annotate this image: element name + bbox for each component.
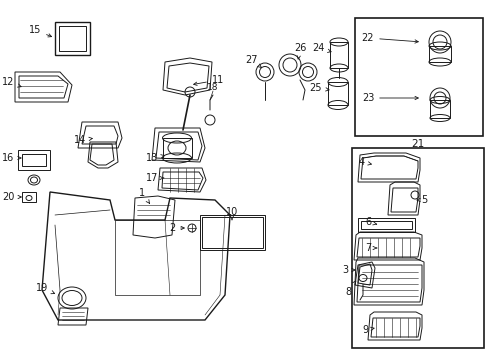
Text: 21: 21 [410,139,424,149]
Text: 3: 3 [341,265,354,275]
Bar [351,148,483,348]
Text: 6: 6 [364,217,376,227]
Text: 2: 2 [168,223,184,233]
Text: 7: 7 [364,243,376,253]
Text: 20: 20 [2,192,21,202]
Text: 11: 11 [193,75,224,85]
Text: 15: 15 [29,25,51,37]
Text: 1: 1 [139,188,149,203]
Text: 16: 16 [2,153,21,163]
Text: 9: 9 [361,325,373,335]
Text: 4: 4 [358,157,370,167]
Text: 13: 13 [145,153,164,163]
Text: 26: 26 [293,43,305,59]
Text: 8: 8 [344,281,355,297]
Text: 24: 24 [311,43,330,53]
Text: 14: 14 [74,135,92,145]
Text: 18: 18 [207,84,218,93]
Text: 12: 12 [2,77,21,87]
Text: 25: 25 [309,83,328,93]
Text: 22: 22 [361,33,417,43]
Bar [354,18,482,136]
Text: 17: 17 [145,173,163,183]
Text: 10: 10 [225,207,238,220]
Text: 23: 23 [361,93,417,103]
Text: 19: 19 [36,283,55,294]
Text: 27: 27 [245,55,261,67]
Text: 5: 5 [416,195,426,205]
